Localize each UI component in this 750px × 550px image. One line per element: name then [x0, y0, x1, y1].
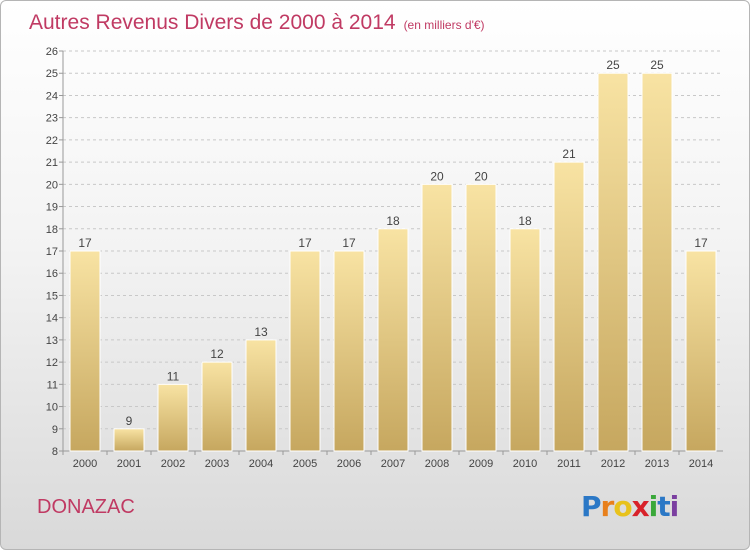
- bar: [553, 161, 585, 452]
- data-label: 25: [650, 58, 664, 72]
- logo-letter: i: [669, 490, 680, 523]
- x-tick-label: 2000: [73, 458, 97, 470]
- bar: [333, 250, 365, 452]
- bar: [377, 228, 409, 452]
- place-name: DONAZAC: [37, 496, 135, 518]
- logo-letter: i: [648, 490, 659, 523]
- bar: [597, 72, 629, 452]
- x-tick-label: 2002: [161, 458, 185, 470]
- x-tick-label: 2009: [469, 458, 493, 470]
- chart-title: Autres Revenus Divers de 2000 à 2014 (en …: [29, 11, 485, 35]
- bar: [69, 250, 101, 452]
- y-tick-label: 25: [46, 68, 58, 80]
- x-tick-label: 2001: [117, 458, 141, 470]
- y-tick-label: 21: [46, 157, 58, 169]
- proxiti-logo[interactable]: Proxiti: [581, 490, 680, 523]
- title-text: Autres Revenus Divers de 2000 à 2014: [29, 11, 396, 34]
- bar: [245, 339, 277, 452]
- x-tick-label: 2013: [645, 458, 669, 470]
- data-label: 17: [298, 236, 312, 250]
- x-tick-label: 2011: [557, 458, 581, 470]
- y-tick-label: 14: [46, 313, 58, 325]
- y-tick-label: 18: [46, 224, 58, 236]
- data-label: 20: [430, 169, 444, 183]
- bar: [685, 250, 717, 452]
- y-tick-label: 9: [52, 424, 58, 436]
- y-tick-label: 22: [46, 135, 58, 147]
- x-tick-label: 2008: [425, 458, 449, 470]
- bar: [641, 72, 673, 452]
- y-tick-label: 16: [46, 268, 58, 280]
- data-label: 25: [606, 58, 620, 72]
- labels: 8 9 10 11 12 13 14 15 16 17 18 19 20 21 22 23 24 25 26 17 20…: [46, 46, 713, 470]
- x-tick-label: 2007: [381, 458, 405, 470]
- y-tick-label: 26: [46, 46, 58, 58]
- bar: [157, 383, 189, 452]
- data-label: 20: [474, 169, 488, 183]
- y-tick-label: 13: [46, 335, 58, 347]
- bar: [201, 361, 233, 452]
- data-label: 12: [210, 347, 224, 361]
- y-tick-label: 23: [46, 113, 58, 125]
- logo-letter: r: [600, 490, 615, 523]
- y-tick-label: 11: [47, 379, 58, 391]
- bar: [465, 183, 497, 452]
- y-tick-label: 20: [46, 179, 58, 191]
- x-tick-label: 2005: [293, 458, 317, 470]
- y-tick-label: 15: [46, 290, 58, 302]
- data-label: 17: [342, 236, 356, 250]
- x-tick-label: 2006: [337, 458, 361, 470]
- x-tick-label: 2010: [513, 458, 537, 470]
- data-label: 9: [126, 414, 133, 428]
- y-tick-label: 24: [46, 90, 58, 102]
- y-tick-label: 10: [46, 402, 58, 414]
- bar: [113, 428, 145, 452]
- bar: [289, 250, 321, 452]
- data-label: 21: [562, 147, 576, 161]
- data-label: 17: [694, 236, 708, 250]
- logo-letter: o: [613, 490, 632, 523]
- x-tick-label: 2012: [601, 458, 625, 470]
- data-label: 17: [78, 236, 92, 250]
- chart-subtitle: (en milliers d'€): [403, 18, 485, 32]
- x-tick-label: 2003: [205, 458, 229, 470]
- bar: [509, 228, 541, 452]
- bars: [69, 72, 717, 452]
- data-label: 13: [254, 325, 268, 339]
- x-tick-label: 2014: [689, 458, 713, 470]
- x-tick-label: 2004: [249, 458, 273, 470]
- logo-letter: x: [631, 490, 650, 523]
- data-label: 18: [386, 214, 400, 228]
- y-tick-label: 12: [46, 357, 58, 369]
- data-label: 18: [518, 214, 532, 228]
- y-tick-label: 8: [52, 446, 58, 458]
- logo-letter: t: [657, 490, 670, 523]
- logo-letter: P: [581, 490, 602, 523]
- y-tick-label: 17: [46, 246, 58, 258]
- data-label: 11: [167, 369, 180, 383]
- y-tick-label: 19: [46, 202, 58, 214]
- bar: [421, 183, 453, 452]
